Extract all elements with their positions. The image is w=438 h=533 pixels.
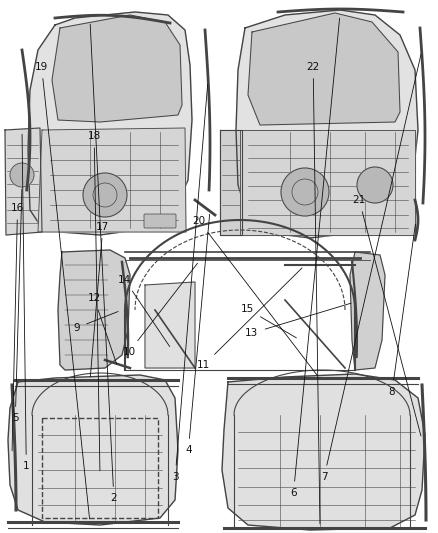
Text: 20: 20	[193, 216, 318, 376]
Polygon shape	[28, 12, 192, 235]
Polygon shape	[236, 10, 418, 238]
Text: 14: 14	[118, 275, 170, 346]
Circle shape	[281, 168, 329, 216]
Text: 22: 22	[307, 62, 320, 524]
Text: 13: 13	[245, 303, 351, 338]
Text: 3: 3	[172, 84, 208, 482]
Text: 18: 18	[88, 131, 101, 471]
Circle shape	[10, 163, 34, 187]
Polygon shape	[220, 130, 242, 235]
Polygon shape	[240, 130, 415, 235]
Polygon shape	[5, 128, 42, 235]
Text: 19: 19	[35, 62, 89, 519]
Polygon shape	[38, 128, 186, 232]
Polygon shape	[222, 374, 425, 530]
Circle shape	[83, 173, 127, 217]
Text: 1: 1	[22, 134, 30, 471]
Polygon shape	[52, 15, 182, 122]
Text: 12: 12	[88, 294, 117, 364]
Polygon shape	[248, 13, 400, 125]
Text: 16: 16	[11, 203, 24, 451]
Circle shape	[357, 167, 393, 203]
Text: 17: 17	[90, 222, 110, 377]
Text: 2: 2	[90, 24, 117, 503]
Text: 15: 15	[241, 304, 297, 338]
FancyBboxPatch shape	[144, 214, 176, 228]
Text: 11: 11	[197, 268, 302, 370]
Text: 10: 10	[123, 263, 198, 357]
Polygon shape	[8, 375, 178, 525]
Polygon shape	[58, 250, 130, 370]
Text: 6: 6	[290, 18, 339, 498]
Polygon shape	[145, 282, 195, 368]
Text: 7: 7	[321, 54, 421, 482]
Text: 9: 9	[73, 311, 118, 333]
Text: 4: 4	[185, 214, 210, 455]
Polygon shape	[350, 252, 385, 370]
Text: 21: 21	[353, 195, 421, 436]
Text: 8: 8	[389, 224, 415, 397]
Text: 5: 5	[12, 189, 22, 423]
